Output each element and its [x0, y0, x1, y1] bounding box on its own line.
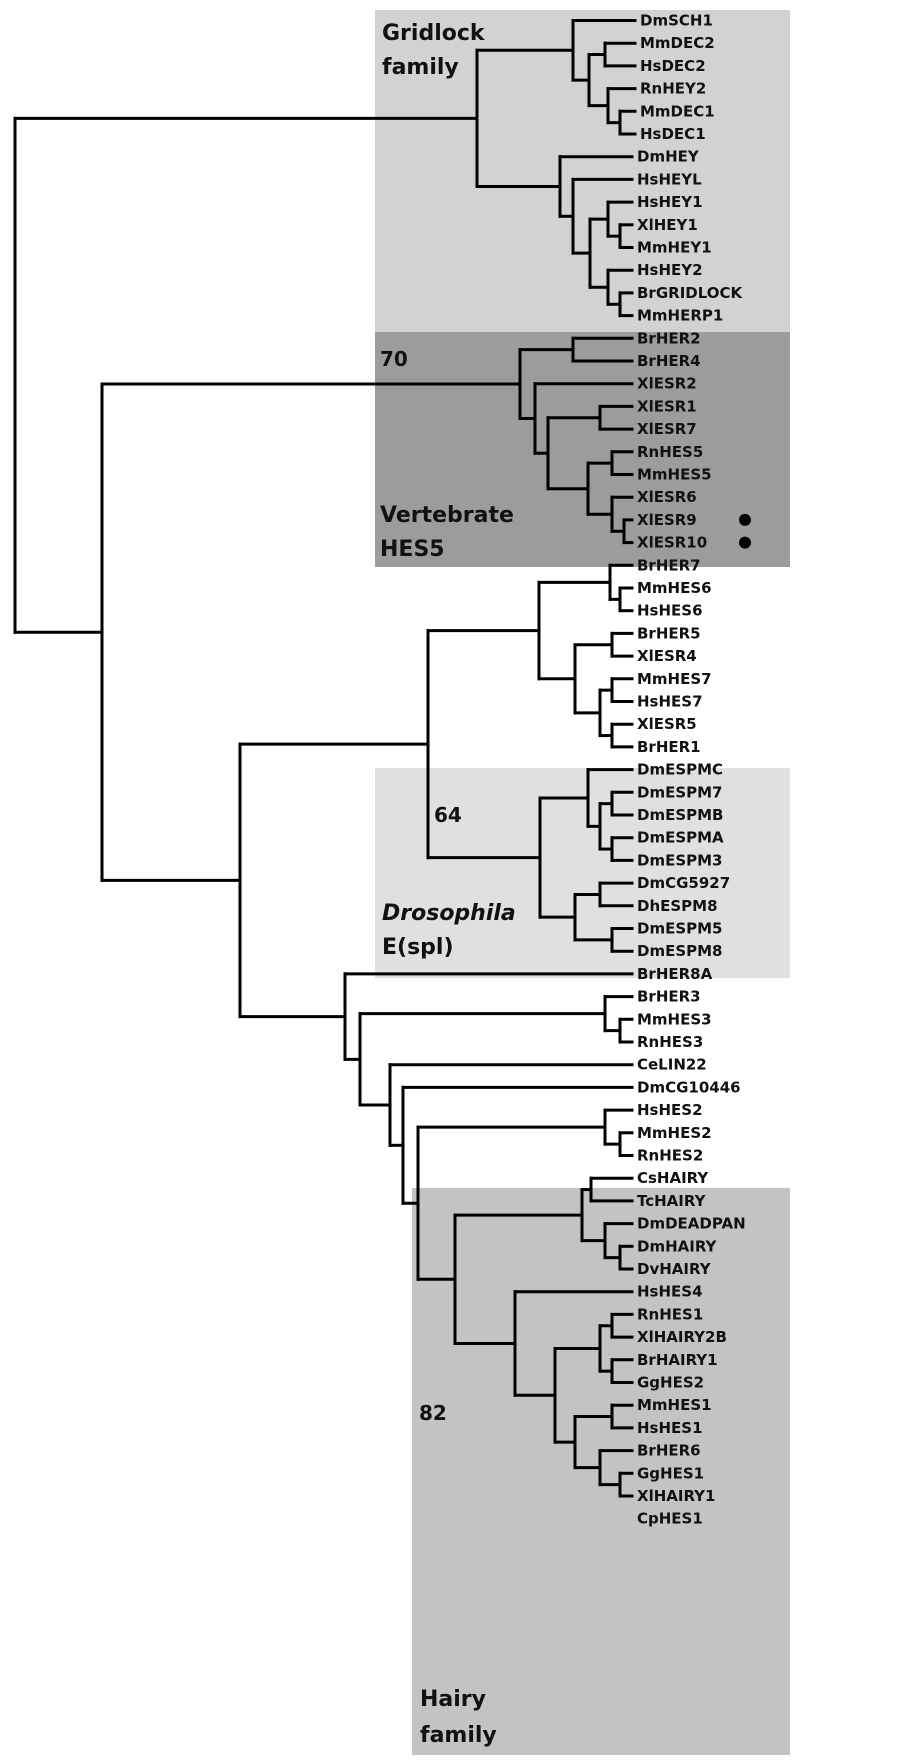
leaf-label: HsHES6 — [637, 602, 703, 620]
gridlock-label-line2: family — [382, 55, 459, 80]
leaf-label: MmHES2 — [637, 1124, 712, 1142]
gridlock-label-line1: Gridlock — [382, 21, 486, 46]
leaf-label: HsHES4 — [637, 1283, 703, 1301]
leaf-label: MmHEY1 — [637, 239, 712, 257]
leaf-label: DmESPMB — [637, 806, 723, 824]
tree-branches — [13, 19, 637, 1498]
leaf-label: MmHES3 — [637, 1010, 712, 1028]
leaf-label: DmESPM3 — [637, 851, 723, 869]
leaf-label: HsHES2 — [637, 1101, 703, 1119]
leaf-label: BrHER8A — [637, 965, 713, 983]
hes5-box — [375, 332, 790, 567]
leaf-label: HsHEY1 — [637, 193, 703, 211]
leaf-label: DmHEY — [637, 148, 700, 166]
leaf-label: XlESR1 — [637, 397, 697, 415]
leaf-label: MmHES6 — [637, 579, 712, 597]
leaf-label: BrHAIRY1 — [637, 1351, 718, 1369]
hairy-label-line2: family — [420, 1723, 497, 1748]
leaf-markers — [739, 513, 751, 549]
leaf-label: DhESPM8 — [637, 897, 718, 915]
leaf-label: BrHER2 — [637, 329, 701, 347]
leaf-label: RnHES1 — [637, 1305, 703, 1323]
leaf-label: DmCG5927 — [637, 874, 730, 892]
leaf-label: HsDEC1 — [640, 125, 706, 143]
leaf-label: XlESR2 — [637, 375, 697, 393]
hairy-label-line1: Hairy — [420, 1687, 486, 1712]
leaf-label: HsHEYL — [637, 170, 702, 188]
drosophila-label-line2: E(spl) — [382, 935, 454, 960]
leaf-label: DmESPM5 — [637, 920, 723, 938]
leaf-label: BrHER6 — [637, 1442, 701, 1460]
leaf-label: XlHAIRY1 — [637, 1487, 715, 1505]
bootstrap-espl: 64 — [434, 803, 462, 827]
leaf-label: HsDEC2 — [640, 57, 706, 75]
leaf-label: MmHES1 — [637, 1396, 712, 1414]
leaf-label: DmHAIRY — [637, 1237, 718, 1255]
leaf-label: RnHES3 — [637, 1033, 703, 1051]
bootstrap-hairy: 82 — [419, 1401, 447, 1425]
leaf-label: MmDEC2 — [640, 34, 715, 52]
leaf-label: XlESR5 — [637, 715, 697, 733]
leaf-label: MmHES7 — [637, 670, 712, 688]
drosophila-box — [375, 768, 790, 978]
leaf-labels: DmSCH1 MmDEC2 HsDEC2 RnHEY2 MmDEC1 HsDEC1 DmHE… — [637, 12, 746, 1528]
leaf-label: GgHES1 — [637, 1464, 704, 1482]
leaf-label: MmDEC1 — [640, 102, 715, 120]
leaf-label: DmESPMC — [637, 761, 723, 779]
leaf-label: DmESPMA — [637, 829, 724, 847]
leaf-label: XlESR9 — [637, 511, 697, 529]
leaf-label: DmCG10446 — [637, 1078, 741, 1096]
leaf-marker-dot — [739, 513, 751, 526]
drosophila-label-line1: Drosophila — [382, 901, 516, 926]
leaf-label: XlESR7 — [637, 420, 697, 438]
gridlock-box — [375, 10, 790, 332]
leaf-label: DmESPM8 — [637, 942, 723, 960]
leaf-label: XlESR4 — [637, 647, 697, 665]
leaf-label: DmSCH1 — [640, 12, 713, 30]
leaf-label: HsHEY2 — [637, 261, 703, 279]
leaf-label: BrHER7 — [637, 556, 701, 574]
leaf-label: MmHERP1 — [637, 307, 723, 325]
leaf-label: HsHES1 — [637, 1419, 703, 1437]
leaf-label: MmHES5 — [637, 466, 712, 484]
leaf-label: CpHES1 — [637, 1510, 703, 1528]
hes5-label-line1: Vertebrate — [380, 503, 514, 528]
leaf-label: BrHER5 — [637, 624, 701, 642]
bootstrap-hes5: 70 — [380, 347, 408, 371]
leaf-label: CeLIN22 — [637, 1056, 707, 1074]
leaf-label: XlHEY1 — [637, 216, 698, 234]
leaf-label: RnHES5 — [637, 443, 703, 461]
leaf-label: RnHEY2 — [640, 80, 706, 98]
leaf-label: RnHES2 — [637, 1147, 703, 1165]
leaf-label: CsHAIRY — [637, 1169, 709, 1187]
leaf-label: XlHAIRY2B — [637, 1328, 727, 1346]
leaf-label: BrGRIDLOCK — [637, 284, 744, 302]
leaf-label: BrHER3 — [637, 988, 701, 1006]
leaf-marker-dot — [739, 536, 751, 549]
leaf-label: DvHAIRY — [637, 1260, 712, 1278]
hes5-label-line2: HES5 — [380, 537, 445, 562]
leaf-label: XlESR6 — [637, 488, 697, 506]
leaf-label: HsHES7 — [637, 693, 703, 711]
leaf-label: TcHAIRY — [637, 1192, 707, 1210]
leaf-label: XlESR10 — [637, 534, 707, 552]
leaf-label: BrHER4 — [637, 352, 701, 370]
leaf-label: GgHES2 — [637, 1374, 704, 1392]
leaf-label: BrHER1 — [637, 738, 701, 756]
leaf-label: DmDEADPAN — [637, 1215, 746, 1233]
leaf-label: DmESPM7 — [637, 783, 723, 801]
